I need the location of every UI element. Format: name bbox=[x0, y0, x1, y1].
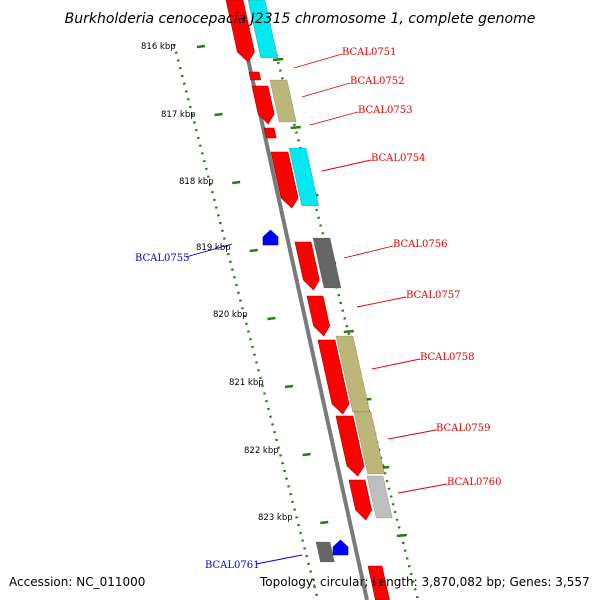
gene-leader-line bbox=[356, 296, 407, 308]
scale-tick bbox=[267, 316, 276, 321]
gene-feature bbox=[270, 151, 299, 209]
gene-feature bbox=[247, 0, 279, 59]
gene-label: BCAL0756 bbox=[393, 239, 448, 250]
scale-label: 817 kbp bbox=[161, 110, 196, 120]
gene-leader-line bbox=[387, 429, 437, 440]
gene-feature bbox=[288, 147, 320, 207]
scale-tick bbox=[196, 44, 206, 49]
gene-feature bbox=[348, 479, 372, 521]
scale-tick bbox=[320, 520, 329, 525]
gene-label: BCAL0755 bbox=[135, 253, 190, 264]
gene-leader-line bbox=[397, 483, 448, 494]
scale-label: 821 kbp bbox=[229, 378, 264, 388]
gene-labels: BCAL0751 BCAL0752 BCAL0753 BCAL0754 BCAL0755… bbox=[135, 47, 502, 571]
scale-labels: 816 kbp 817 kbp 818 kbp 819 kbp 820 kbp 821 k… bbox=[141, 42, 293, 523]
gene-feature bbox=[248, 71, 262, 81]
gene-label: BCAL0757 bbox=[406, 290, 461, 301]
gene-leader-line bbox=[293, 53, 343, 69]
scale-label: 819 kbp bbox=[196, 243, 231, 253]
gene-label: BCAL0760 bbox=[447, 477, 502, 488]
gene-leader-line bbox=[321, 159, 372, 172]
scale-tick bbox=[396, 533, 407, 538]
scale-tick bbox=[214, 112, 223, 117]
gene-leader-line bbox=[309, 111, 359, 126]
gene-feature-blue bbox=[332, 539, 349, 556]
gene-label: BCAL0754 bbox=[371, 153, 426, 164]
gene-label: BCAL0752 bbox=[350, 76, 405, 87]
scale-label: 822 kbp bbox=[244, 446, 279, 456]
gene-label: BCAL0758 bbox=[420, 352, 475, 363]
scale-tick bbox=[302, 452, 311, 457]
scale-tick bbox=[249, 248, 258, 253]
scale-label: 820 kbp bbox=[213, 310, 248, 320]
accession-text: Accession: NC_011000 bbox=[9, 575, 145, 589]
gene-feature bbox=[263, 127, 277, 139]
gene-feature bbox=[367, 565, 390, 600]
scale-label: 816 kbp bbox=[141, 42, 176, 52]
gene-feature bbox=[366, 475, 393, 519]
map-title: Burkholderia cenocepacia J2315 chromosom… bbox=[65, 11, 536, 27]
gene-feature bbox=[312, 237, 342, 289]
scale-tick bbox=[290, 125, 301, 130]
scale-label: 823 kbp bbox=[258, 513, 293, 523]
gene-leader-line bbox=[301, 82, 351, 98]
scale-tick bbox=[232, 180, 241, 185]
gene-label: BCAL0751 bbox=[342, 47, 397, 58]
scale-tick bbox=[272, 57, 284, 62]
gene-feature-blue bbox=[262, 229, 279, 246]
gene-feature bbox=[251, 85, 275, 125]
topology-text: Topology: circular; Length: 3,870,082 bp… bbox=[259, 575, 590, 589]
gene-leader-line bbox=[343, 245, 394, 259]
gene-leader-line bbox=[371, 358, 421, 370]
gene-feature bbox=[335, 415, 365, 477]
gene-feature bbox=[294, 241, 320, 291]
scale-tick bbox=[284, 384, 294, 389]
scale-label: 818 kbp bbox=[179, 177, 214, 187]
gene-features bbox=[225, 0, 393, 600]
gene-leader-line bbox=[185, 243, 233, 258]
gene-label: BCAL0761 bbox=[205, 560, 260, 571]
gene-feature bbox=[315, 541, 335, 563]
gene-label: BCAL0759 bbox=[436, 423, 491, 434]
gene-feature bbox=[306, 295, 330, 337]
gene-feature bbox=[269, 79, 297, 123]
gene-feature bbox=[225, 0, 255, 63]
gene-feature bbox=[317, 339, 350, 415]
scale-tick bbox=[343, 329, 354, 334]
gene-leader-line bbox=[255, 554, 303, 565]
gene-feature bbox=[353, 411, 386, 475]
gene-label: BCAL0753 bbox=[358, 105, 413, 116]
